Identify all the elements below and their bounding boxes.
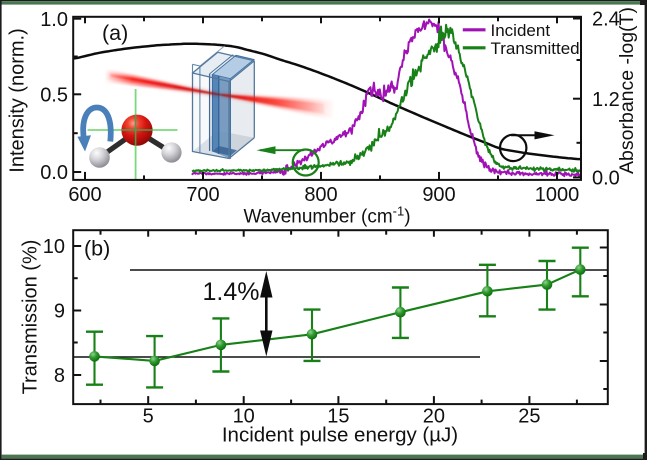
svg-text:25: 25 (518, 406, 540, 428)
svg-text:0.0: 0.0 (592, 168, 620, 190)
svg-text:1000: 1000 (535, 184, 580, 206)
svg-text:15: 15 (327, 406, 349, 428)
svg-text:Transmitted: Transmitted (491, 39, 580, 58)
svg-text:Wavenumber (cm-1): Wavenumber (cm-1) (243, 204, 410, 228)
svg-text:Incident pulse energy (µJ): Incident pulse energy (µJ) (222, 424, 458, 447)
svg-text:5: 5 (143, 406, 154, 428)
svg-text:Transmission (%): Transmission (%) (20, 240, 42, 395)
svg-text:2.4: 2.4 (592, 9, 620, 31)
svg-text:1.0: 1.0 (40, 9, 68, 31)
svg-text:1.4%: 1.4% (203, 278, 260, 306)
svg-text:10: 10 (233, 406, 255, 428)
svg-text:8: 8 (54, 365, 65, 387)
svg-text:700: 700 (186, 184, 219, 206)
svg-text:0.0: 0.0 (40, 162, 68, 184)
svg-text:(b): (b) (84, 237, 110, 261)
svg-text:Absorbance -log(T): Absorbance -log(T) (616, 7, 638, 174)
svg-text:600: 600 (68, 184, 101, 206)
svg-text:800: 800 (304, 184, 337, 206)
svg-text:10: 10 (43, 236, 65, 258)
svg-text:20: 20 (423, 406, 445, 428)
svg-text:9: 9 (54, 301, 65, 323)
svg-text:0.5: 0.5 (40, 85, 68, 107)
svg-text:Intensity (norm.): Intensity (norm.) (7, 28, 29, 172)
svg-text:1.2: 1.2 (592, 89, 620, 111)
svg-text:(a): (a) (102, 21, 128, 45)
svg-text:900: 900 (422, 184, 455, 206)
svg-text:Incident: Incident (491, 21, 551, 40)
